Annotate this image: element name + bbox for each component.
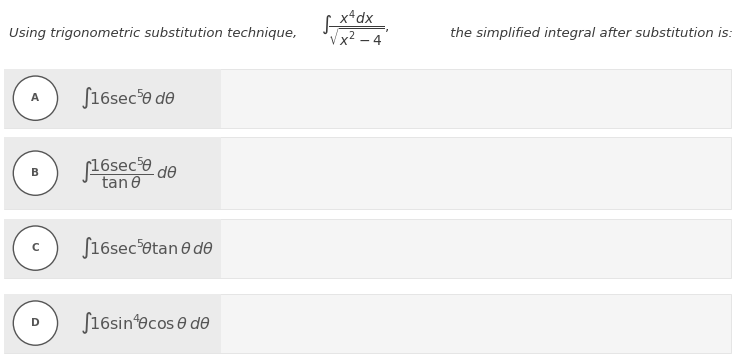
Text: the simplified integral after substitution is:: the simplified integral after substituti… xyxy=(446,27,734,40)
Text: C: C xyxy=(32,243,39,253)
Text: $\int\!\dfrac{16\mathrm{sec}^5\!\theta}{\tan\theta}\,d\theta$: $\int\!\dfrac{16\mathrm{sec}^5\!\theta}{… xyxy=(80,155,177,191)
Text: B: B xyxy=(32,168,39,178)
Text: $\int\!16\mathrm{sec}^5\!\theta\, d\theta$: $\int\!16\mathrm{sec}^5\!\theta\, d\thet… xyxy=(80,85,176,111)
FancyBboxPatch shape xyxy=(4,218,221,278)
Ellipse shape xyxy=(13,151,58,195)
FancyBboxPatch shape xyxy=(4,218,731,278)
Ellipse shape xyxy=(13,76,58,120)
FancyBboxPatch shape xyxy=(4,293,731,353)
Text: Using trigonometric substitution technique,: Using trigonometric substitution techniq… xyxy=(9,27,301,40)
Ellipse shape xyxy=(13,301,58,345)
FancyBboxPatch shape xyxy=(4,293,221,353)
Text: D: D xyxy=(31,318,40,328)
Text: A: A xyxy=(32,93,39,103)
FancyBboxPatch shape xyxy=(4,137,731,209)
Text: $\int\!16\mathrm{sin}^4\!\theta\cos\theta\,d\theta$: $\int\!16\mathrm{sin}^4\!\theta\cos\thet… xyxy=(80,310,210,336)
Text: $\int\!16\mathrm{sec}^5\!\theta\tan\theta\,d\theta$: $\int\!16\mathrm{sec}^5\!\theta\tan\thet… xyxy=(80,235,214,261)
Text: $\int\!\dfrac{x^4dx}{\sqrt{x^2-4}}$,: $\int\!\dfrac{x^4dx}{\sqrt{x^2-4}}$, xyxy=(321,9,390,49)
Ellipse shape xyxy=(13,226,58,270)
FancyBboxPatch shape xyxy=(4,69,221,128)
FancyBboxPatch shape xyxy=(4,137,221,209)
FancyBboxPatch shape xyxy=(4,69,731,128)
